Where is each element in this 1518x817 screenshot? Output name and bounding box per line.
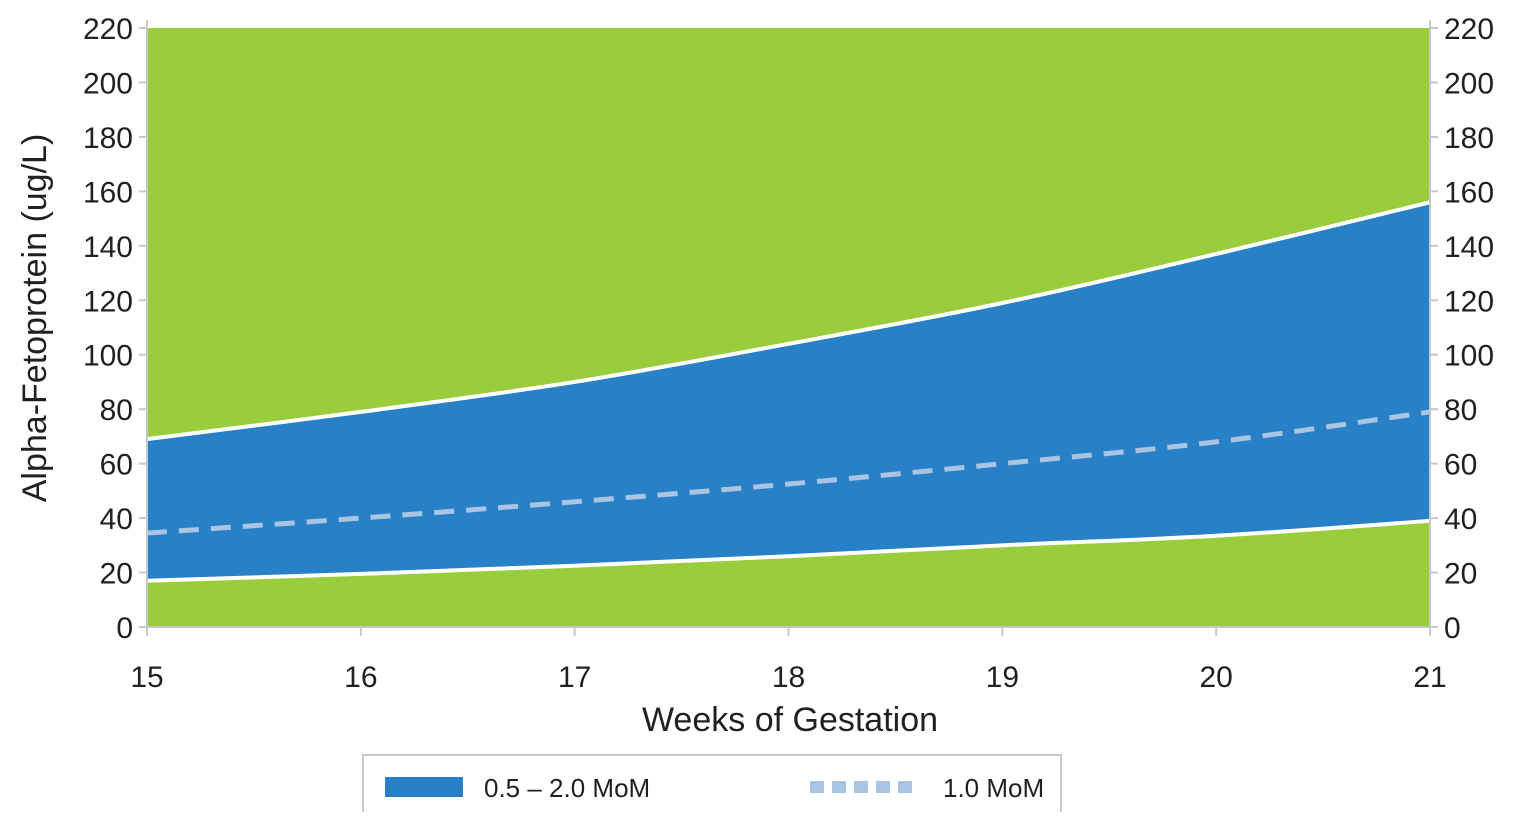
- y-tick-label-right: 140: [1444, 231, 1494, 264]
- y-axis-title: Alpha-Fetoprotein (ug/L): [16, 134, 54, 503]
- x-tick-label: 18: [772, 661, 805, 694]
- legend-box: [362, 754, 1062, 817]
- axes: 0 0 20 20 40 40 60 60 80 80 100 100 120 120 140 140 160 1…: [83, 13, 1494, 694]
- x-tick-label: 16: [344, 661, 377, 694]
- legend-swatch-median-dash: [898, 781, 912, 793]
- y-tick-label-right: 80: [1444, 394, 1477, 427]
- legend-label-band: 0.5 – 2.0 MoM: [484, 773, 650, 803]
- y-tick-label-left: 160: [83, 176, 133, 209]
- y-tick-label-right: 20: [1444, 558, 1477, 591]
- legend-swatch-median-dash: [854, 781, 868, 793]
- y-tick-label-left: 120: [83, 285, 133, 318]
- legend-swatch-median-dash: [876, 781, 890, 793]
- upper-limit-line: [146, 200, 1431, 442]
- x-axis-title: Weeks of Gestation: [642, 701, 938, 739]
- y-tick-label-left: 0: [116, 612, 133, 645]
- x-tick-label: 19: [986, 661, 1019, 694]
- y-tick-label-left: 60: [100, 449, 133, 482]
- legend-swatch-median-dash: [810, 781, 824, 793]
- y-tick-label-left: 40: [100, 503, 133, 536]
- x-tick-label: 20: [1199, 661, 1232, 694]
- y-tick-label-right: 60: [1444, 449, 1477, 482]
- x-tick-label: 21: [1413, 661, 1446, 694]
- y-tick-label-right: 220: [1444, 13, 1494, 46]
- median-line-1-0-mom: [146, 409, 1431, 536]
- y-tick-label-left: 140: [83, 231, 133, 264]
- y-tick-label-right: 0: [1444, 612, 1461, 645]
- legend-swatch-median-dash: [832, 781, 846, 793]
- legend-swatch-band: [385, 777, 463, 797]
- legend-label-median: 1.0 MoM: [943, 773, 1044, 803]
- y-tick-label-left: 200: [83, 67, 133, 100]
- lower-limit-line: [146, 518, 1431, 583]
- y-tick-label-right: 200: [1444, 67, 1494, 100]
- y-tick-label-left: 20: [100, 558, 133, 591]
- x-tick-label: 17: [558, 661, 591, 694]
- y-tick-label-left: 80: [100, 394, 133, 427]
- legend: 0.5 – 2.0 MoM 1.0 MoM: [362, 754, 1062, 817]
- y-tick-label-right: 100: [1444, 340, 1494, 373]
- y-tick-label-right: 160: [1444, 176, 1494, 209]
- plot-area: [146, 28, 1431, 627]
- y-tick-label-right: 180: [1444, 122, 1494, 155]
- y-tick-label-right: 40: [1444, 503, 1477, 536]
- x-tick-label: 15: [130, 661, 163, 694]
- y-tick-label-left: 100: [83, 340, 133, 373]
- y-tick-label-left: 220: [83, 13, 133, 46]
- band-area-0-5-2-0-mom: [147, 202, 1430, 581]
- y-tick-label-right: 120: [1444, 285, 1494, 318]
- y-tick-label-left: 180: [83, 122, 133, 155]
